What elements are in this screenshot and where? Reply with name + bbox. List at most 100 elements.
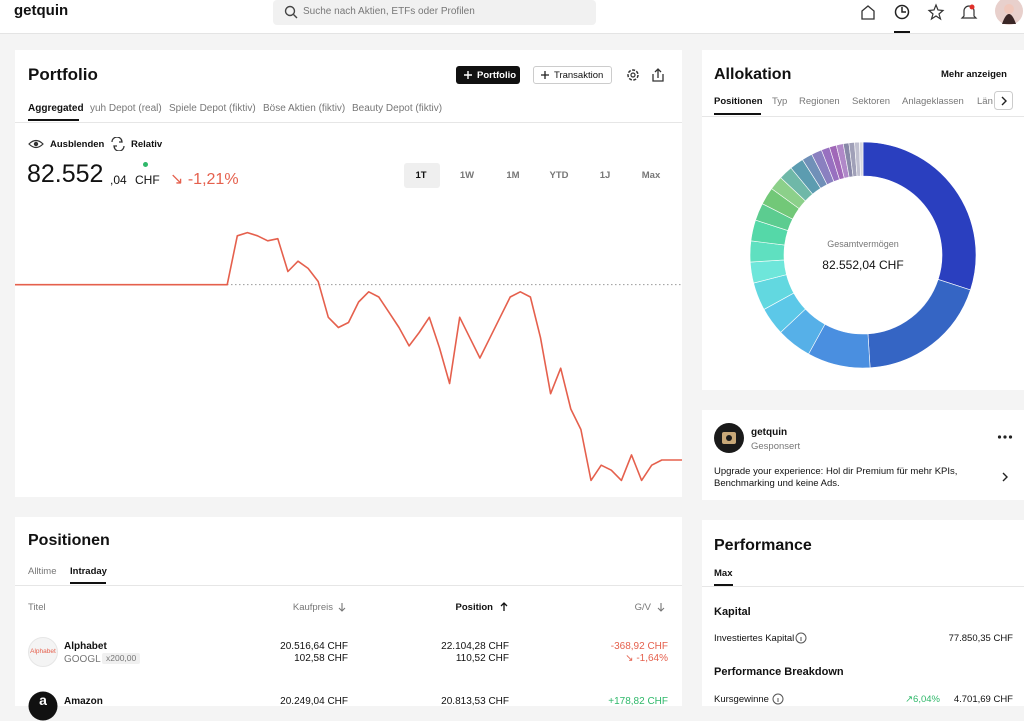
tab[interactable]: yuh Depot (real) [90,103,162,114]
profit-loss-pct: ↘ -1,64% [625,653,668,664]
tab[interactable]: Anlageklassen [902,96,964,107]
stock-ticker: GOOGL [64,654,101,665]
tab[interactable]: Typ [772,96,788,107]
stock-name[interactable]: Alphabet [64,641,107,652]
tab-underline [28,119,79,121]
ad-sponsored: Gesponsert [751,441,801,452]
profit-loss: +178,82 CHF [608,696,668,707]
range-button[interactable]: 1T [415,170,427,181]
metric-label: Kursgewinne [714,694,769,705]
tab[interactable]: Sektoren [852,96,891,107]
position-unit: 110,52 CHF [455,653,509,664]
ad-avatar [714,423,744,453]
range-active-bg [404,163,440,188]
section-heading: Performance Breakdown [714,666,844,678]
search-box[interactable] [273,0,596,25]
tabs-next-button[interactable] [994,91,1014,111]
portfolio-change: ↘ -1,21% [170,171,239,188]
info-icon[interactable] [795,632,807,644]
settings-share-icons[interactable] [624,66,668,84]
positions-title: Positionen [28,532,110,549]
divider [702,586,1024,587]
tab-underline [70,582,106,584]
more-link[interactable]: Mehr anzeigen [941,69,1007,80]
divider [15,122,682,123]
range-button[interactable]: 1W [459,170,475,181]
metric-pct: ↗6,04% [905,694,940,705]
portfolio-currency: CHF [135,173,160,187]
sort-icons [338,602,665,612]
buy-unit: 102,58 CHF [294,653,348,664]
quantity-badge: x200,00 [102,653,141,664]
donut-center-value: 82.552,04 CHF [822,258,904,272]
chevron-icon[interactable] [1000,471,1010,483]
ad-name: getquin [751,427,788,438]
range-button[interactable]: YTD [549,170,569,181]
logo-text: a [39,692,47,708]
nav-icons[interactable] [858,2,998,34]
info-icon[interactable] [772,693,784,705]
tab[interactable]: Aggregated [28,103,84,114]
buy-total: 20.249,04 CHF [280,696,348,707]
tab[interactable]: Böse Aktien (fiktiv) [263,103,346,114]
tab[interactable]: Positionen [714,96,763,107]
range-button[interactable]: Max [641,170,661,181]
column-header[interactable]: G/V [634,602,651,613]
tab[interactable]: Max [714,568,733,579]
column-header[interactable]: Titel [28,602,46,613]
section-heading: Kapital [714,606,751,618]
tab-underline [714,113,761,115]
column-header[interactable]: Position [455,602,493,613]
ad-text[interactable]: Upgrade your experience: Hol dir Premium… [714,466,958,489]
search-icon [284,5,298,19]
tab[interactable]: Intraday [70,566,107,577]
tab[interactable]: Alltime [28,566,57,577]
add-portfolio-button[interactable] [456,66,520,84]
tab[interactable]: Län [977,96,993,107]
plus-icon [464,71,472,79]
ad-card [702,410,1024,500]
portfolio-title: Portfolio [28,65,98,84]
portfolio-chart [15,231,682,482]
performance-title: Performance [714,537,812,554]
range-button[interactable]: 1M [506,170,520,181]
stock-logo [28,637,58,667]
position-total: 22.104,28 CHF [441,641,509,652]
button-label: Portfolio [477,70,517,81]
more-icon[interactable] [997,434,1013,440]
range-button[interactable]: 1J [599,170,611,181]
logo-text: Alphabet [30,648,56,655]
allocation-donut [749,141,977,369]
add-transaction-button[interactable] [533,66,612,84]
metric-value: 4.701,69 CHF [953,694,1013,705]
tab[interactable]: Beauty Depot (fiktiv) [352,103,443,114]
donut-center-label: Gesamtvermögen [827,239,899,249]
portfolio-decimals: ,04 [110,173,127,187]
stock-name[interactable]: Amazon [64,696,103,707]
button-label: Transaktion [554,70,604,81]
portfolio-line [15,231,682,482]
donut-segment [867,279,971,369]
avatar[interactable] [994,0,1024,26]
metric-value: 77.850,35 CHF [948,633,1013,644]
tab[interactable]: Regionen [799,96,840,107]
profit-loss: -368,92 CHF [610,641,668,652]
toggle-icons [28,137,125,151]
portfolio-card [15,50,682,497]
plus-icon [541,71,549,79]
search-placeholder: Suche nach Aktien, ETFs oder Profilen [303,6,475,17]
divider [15,585,682,586]
donut-segment [859,141,864,177]
buy-total: 20.516,64 CHF [280,641,348,652]
performance-card [702,520,1024,706]
column-header[interactable]: Kaufpreis [292,602,333,613]
hide-toggle[interactable]: Ausblenden [50,139,105,150]
portfolio-value: 82.552 [27,160,104,188]
divider [702,116,1024,117]
allocation-title: Allokation [714,66,792,83]
relative-toggle[interactable]: Relativ [131,139,163,150]
logo[interactable]: getquin [14,2,69,19]
positions-card [15,517,682,706]
metric-label: Investiertes Kapital [714,633,795,644]
tab[interactable]: Spiele Depot (fiktiv) [169,103,256,114]
